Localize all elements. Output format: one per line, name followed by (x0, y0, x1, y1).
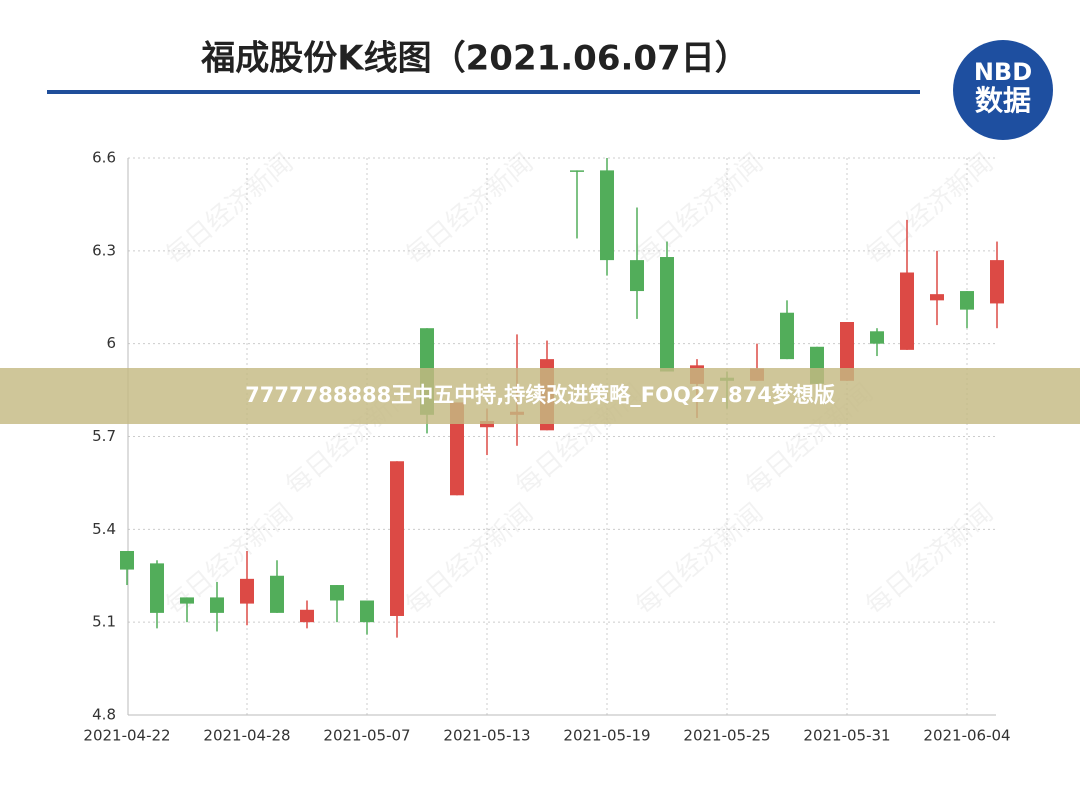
chart-title: 福成股份K线图（2021.06.07日） (200, 39, 748, 79)
x-tick-label: 2021-05-31 (803, 727, 890, 745)
candle-body (210, 597, 224, 613)
candle-body (660, 257, 674, 372)
candle-body (780, 312, 794, 360)
logo-text: 数据 (975, 84, 1031, 117)
banner-text: 7777788888王中五中持,持续改进策略_FOQ27.874梦想版 (245, 383, 835, 407)
candle-body (630, 260, 644, 292)
x-tick-label: 2021-06-04 (923, 727, 1010, 745)
logo-text: NBD (974, 58, 1032, 86)
y-tick-label: 5.4 (92, 520, 116, 538)
candle-body (270, 575, 284, 613)
candle-body (570, 170, 584, 172)
logo (953, 40, 1053, 140)
candle-body (900, 272, 914, 350)
y-tick-label: 4.8 (92, 706, 116, 724)
x-tick-label: 2021-05-07 (323, 727, 410, 745)
candle-body (930, 294, 944, 301)
y-tick-label: 6.3 (92, 241, 116, 259)
candle-body (180, 597, 194, 604)
y-tick-label: 5.7 (92, 427, 116, 445)
candle-body (390, 461, 404, 616)
candle-body (360, 600, 374, 623)
y-tick-label: 5.1 (92, 613, 116, 631)
candle-body (480, 421, 494, 428)
y-tick-label: 6 (106, 334, 116, 352)
x-tick-label: 2021-05-19 (563, 727, 650, 745)
candle-body (150, 563, 164, 613)
candle-body (870, 331, 884, 344)
candle-body (240, 578, 254, 604)
candle-body (450, 402, 464, 496)
candle-body (960, 291, 974, 310)
x-tick-label: 2021-05-25 (683, 727, 770, 745)
candle-body (330, 585, 344, 601)
y-tick-label: 6.6 (92, 149, 116, 167)
x-tick-label: 2021-04-22 (83, 727, 170, 745)
candle-body (600, 170, 614, 261)
banner (0, 368, 1080, 424)
x-tick-label: 2021-05-13 (443, 727, 530, 745)
candle-body (990, 260, 1004, 304)
x-tick-label: 2021-04-28 (203, 727, 290, 745)
candle-body (120, 550, 134, 570)
candle-body (840, 322, 854, 381)
candle-body (300, 609, 314, 623)
